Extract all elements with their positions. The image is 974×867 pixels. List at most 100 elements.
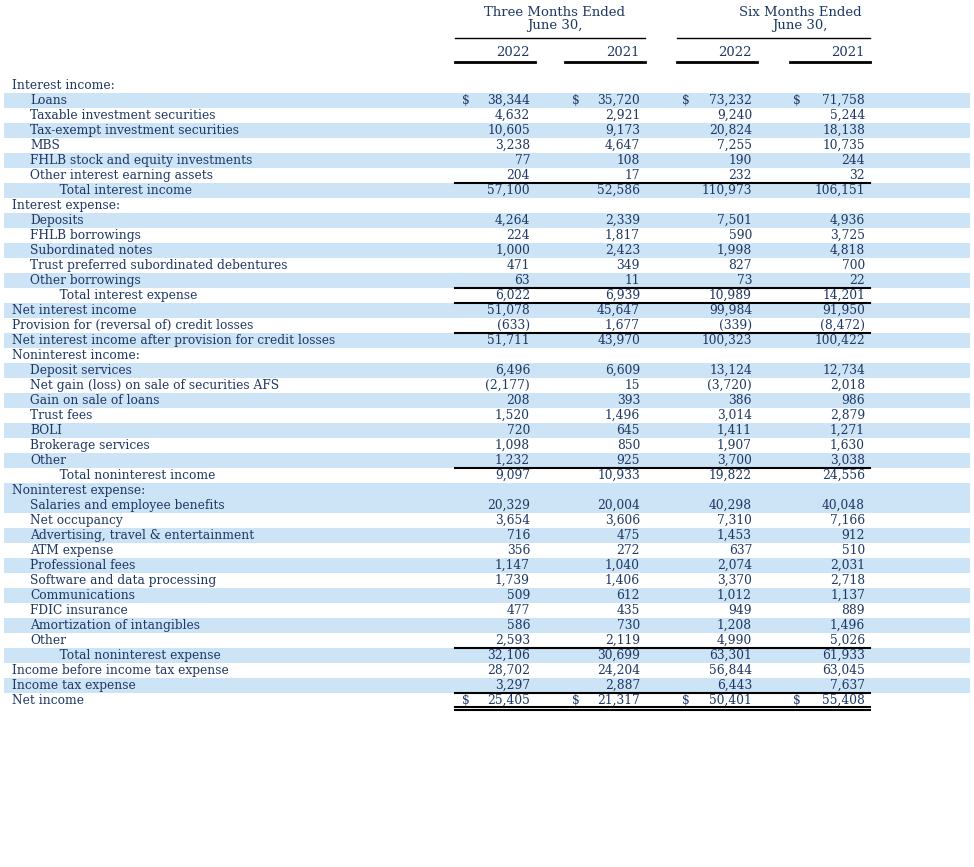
Text: 99,984: 99,984	[709, 304, 752, 317]
Text: 20,004: 20,004	[597, 499, 640, 512]
Text: 4,632: 4,632	[495, 109, 530, 122]
Text: 61,933: 61,933	[822, 649, 865, 662]
Text: 2,879: 2,879	[830, 409, 865, 422]
Bar	[4, 363, 970, 378]
Text: Total noninterest income: Total noninterest income	[48, 469, 215, 482]
Bar	[4, 588, 970, 603]
Text: Other interest earning assets: Other interest earning assets	[30, 169, 213, 182]
Text: 6,443: 6,443	[717, 679, 752, 692]
Bar	[4, 333, 970, 348]
Text: 20,329: 20,329	[487, 499, 530, 512]
Text: 6,022: 6,022	[495, 289, 530, 302]
Text: 7,166: 7,166	[830, 514, 865, 527]
Text: 4,818: 4,818	[830, 244, 865, 257]
Text: 3,038: 3,038	[830, 454, 865, 467]
Text: 7,501: 7,501	[717, 214, 752, 227]
Text: 3,606: 3,606	[605, 514, 640, 527]
Text: $: $	[462, 94, 469, 107]
Text: 475: 475	[617, 529, 640, 542]
Text: 2,074: 2,074	[717, 559, 752, 572]
Text: 4,647: 4,647	[605, 139, 640, 152]
Text: Salaries and employee benefits: Salaries and employee benefits	[30, 499, 225, 512]
Bar	[4, 213, 970, 228]
Text: 24,204: 24,204	[597, 664, 640, 677]
Text: 38,344: 38,344	[487, 94, 530, 107]
Text: 1,000: 1,000	[495, 244, 530, 257]
Text: 7,255: 7,255	[717, 139, 752, 152]
Text: 720: 720	[506, 424, 530, 437]
Text: 71,758: 71,758	[822, 94, 865, 107]
Text: 700: 700	[842, 259, 865, 272]
Text: 2,031: 2,031	[830, 559, 865, 572]
Text: 56,844: 56,844	[709, 664, 752, 677]
Text: 11: 11	[624, 274, 640, 287]
Bar	[4, 393, 970, 408]
Text: 14,201: 14,201	[822, 289, 865, 302]
Text: 63,301: 63,301	[709, 649, 752, 662]
Text: June 30,: June 30,	[772, 19, 828, 32]
Text: 1,630: 1,630	[830, 439, 865, 452]
Text: 1,496: 1,496	[605, 409, 640, 422]
Text: 77: 77	[514, 154, 530, 167]
Text: Deposits: Deposits	[30, 214, 84, 227]
Text: 730: 730	[617, 619, 640, 632]
Text: Other: Other	[30, 634, 66, 647]
Text: FHLB stock and equity investments: FHLB stock and equity investments	[30, 154, 252, 167]
Text: (3,720): (3,720)	[707, 379, 752, 392]
Text: 716: 716	[506, 529, 530, 542]
Text: 40,298: 40,298	[709, 499, 752, 512]
Text: 208: 208	[506, 394, 530, 407]
Text: 1,098: 1,098	[495, 439, 530, 452]
Text: 590: 590	[729, 229, 752, 242]
Text: 7,310: 7,310	[717, 514, 752, 527]
Text: Amortization of intangibles: Amortization of intangibles	[30, 619, 200, 632]
Text: 2021: 2021	[607, 45, 640, 58]
Text: Net occupancy: Net occupancy	[30, 514, 123, 527]
Text: 2,718: 2,718	[830, 574, 865, 587]
Text: 2,339: 2,339	[605, 214, 640, 227]
Text: 6,609: 6,609	[605, 364, 640, 377]
Text: 232: 232	[729, 169, 752, 182]
Text: 471: 471	[506, 259, 530, 272]
Text: 10,735: 10,735	[822, 139, 865, 152]
Bar	[4, 123, 970, 138]
Text: 3,654: 3,654	[495, 514, 530, 527]
Text: 645: 645	[617, 424, 640, 437]
Text: Taxable investment securities: Taxable investment securities	[30, 109, 215, 122]
Bar	[4, 273, 970, 288]
Text: 21,317: 21,317	[597, 694, 640, 707]
Text: 6,496: 6,496	[495, 364, 530, 377]
Text: Trust preferred subordinated debentures: Trust preferred subordinated debentures	[30, 259, 287, 272]
Text: Total noninterest expense: Total noninterest expense	[48, 649, 221, 662]
Text: 2021: 2021	[832, 45, 865, 58]
Bar	[4, 618, 970, 633]
Text: 949: 949	[729, 604, 752, 617]
Text: 224: 224	[506, 229, 530, 242]
Text: FHLB borrowings: FHLB borrowings	[30, 229, 141, 242]
Text: 10,605: 10,605	[487, 124, 530, 137]
Text: Other borrowings: Other borrowings	[30, 274, 141, 287]
Text: 40,048: 40,048	[822, 499, 865, 512]
Text: (339): (339)	[719, 319, 752, 332]
Text: 43,970: 43,970	[597, 334, 640, 347]
Text: 827: 827	[729, 259, 752, 272]
Text: 5,244: 5,244	[830, 109, 865, 122]
Text: Income before income tax expense: Income before income tax expense	[12, 664, 229, 677]
Text: 612: 612	[617, 589, 640, 602]
Text: 32,106: 32,106	[487, 649, 530, 662]
Bar	[4, 558, 970, 573]
Bar	[4, 153, 970, 168]
Text: 244: 244	[842, 154, 865, 167]
Text: 55,408: 55,408	[822, 694, 865, 707]
Text: Professional fees: Professional fees	[30, 559, 135, 572]
Text: 1,496: 1,496	[830, 619, 865, 632]
Text: Provision for (reversal of) credit losses: Provision for (reversal of) credit losse…	[12, 319, 253, 332]
Text: 2022: 2022	[497, 45, 530, 58]
Text: 35,720: 35,720	[597, 94, 640, 107]
Text: Net income: Net income	[12, 694, 84, 707]
Text: 52,586: 52,586	[597, 184, 640, 197]
Text: 3,725: 3,725	[830, 229, 865, 242]
Text: $: $	[572, 694, 580, 707]
Text: 19,822: 19,822	[709, 469, 752, 482]
Text: 91,950: 91,950	[822, 304, 865, 317]
